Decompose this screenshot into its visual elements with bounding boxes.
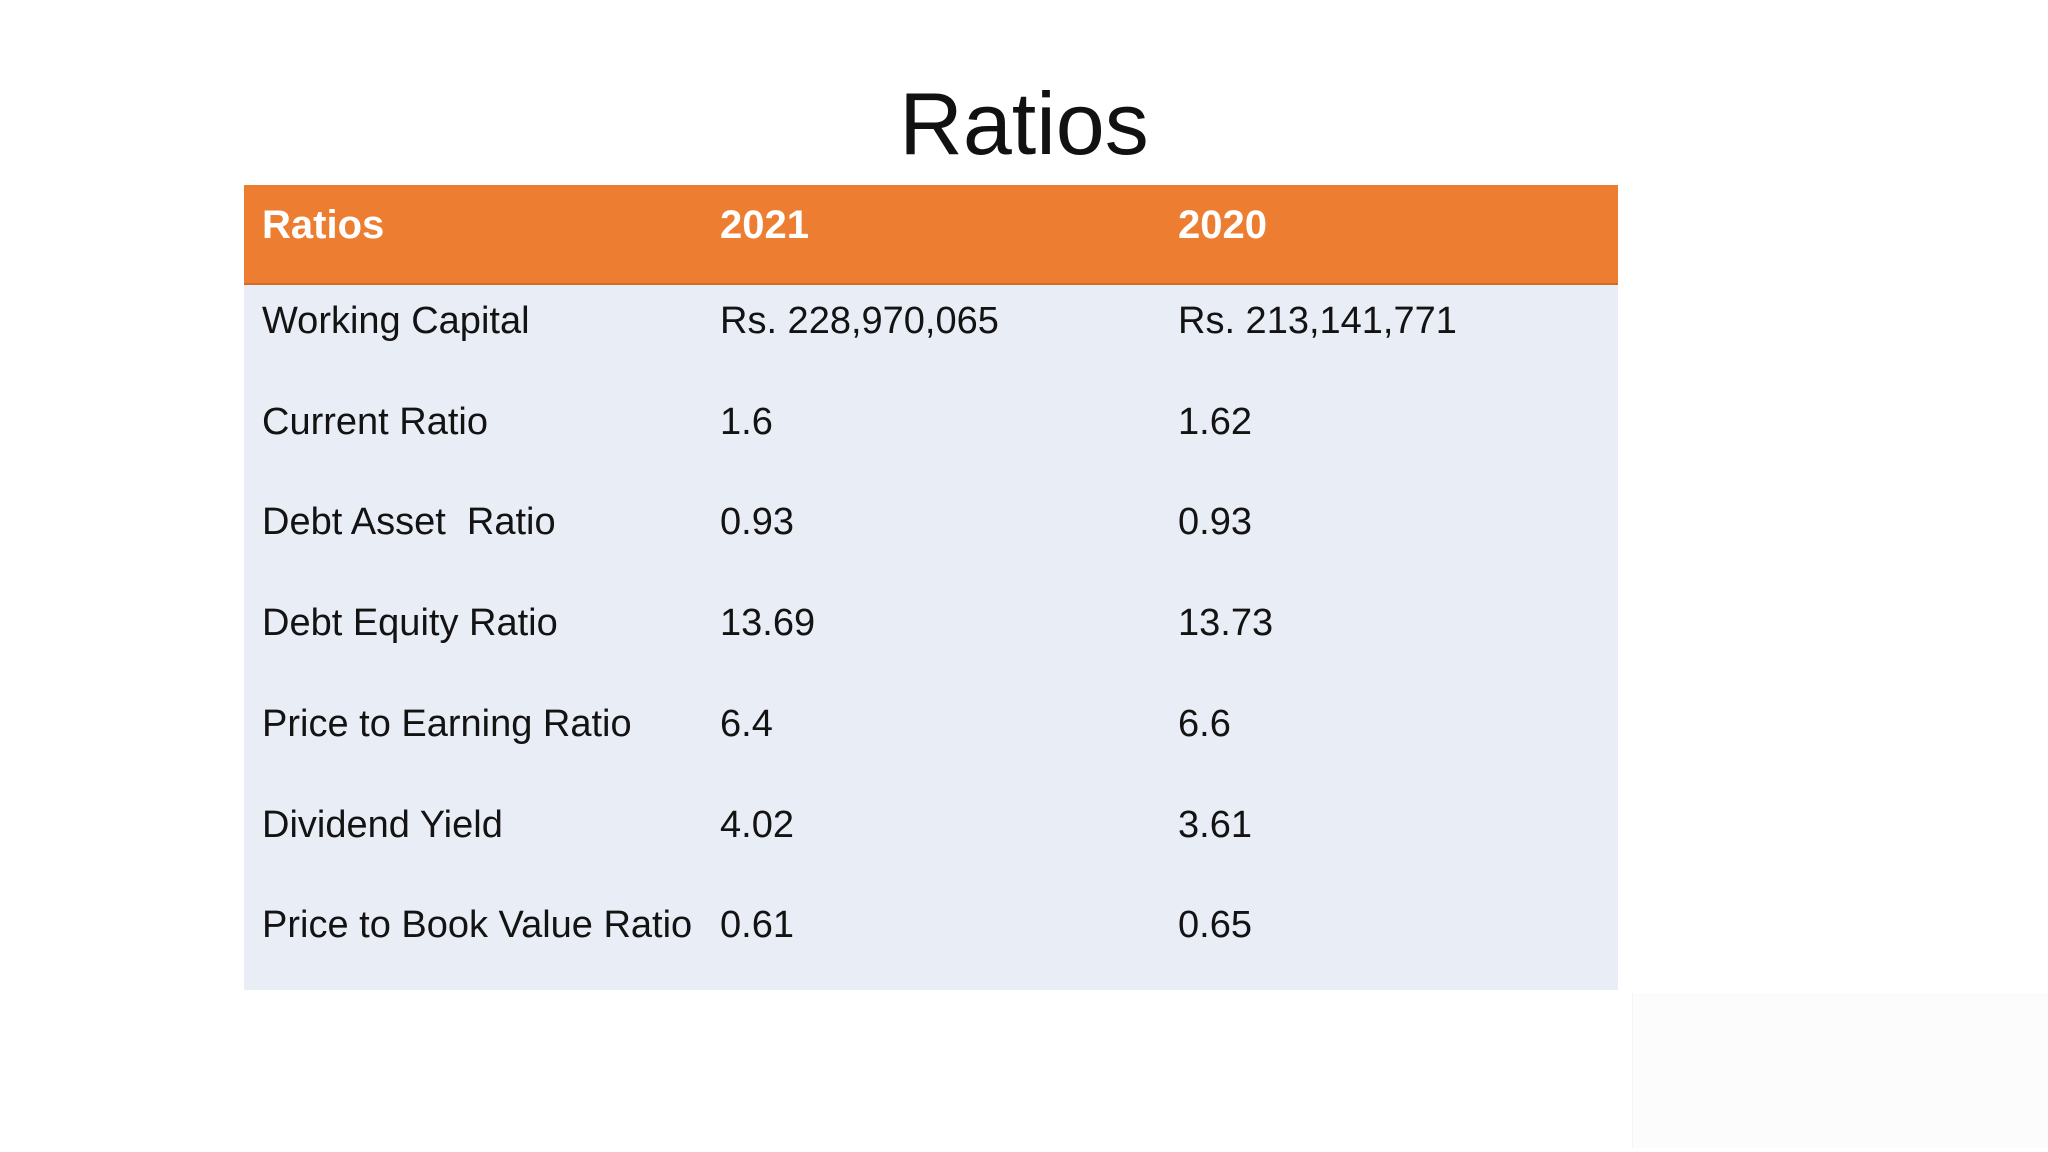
- ratio-label-cell: Price to Book Value Ratio: [262, 904, 693, 947]
- value-2020-cell: 3.61: [1178, 803, 1252, 846]
- ratio-label-cell: Debt Equity Ratio: [262, 602, 558, 645]
- ratio-label-cell: Price to Earning Ratio: [262, 702, 632, 745]
- ratios-table: Ratios 2021 2020 Working Capital Rs. 228…: [244, 185, 1618, 990]
- table-row: Debt Asset Ratio 0.93 0.93: [244, 486, 1618, 587]
- slide-edge-shading: [1632, 993, 2048, 1148]
- ratio-label-cell: Dividend Yield: [262, 803, 503, 846]
- table-row: Price to Earning Ratio 6.4 6.6: [244, 688, 1618, 789]
- value-2020-cell: 13.73: [1178, 602, 1274, 645]
- table-header-row: Ratios 2021 2020: [244, 185, 1618, 285]
- value-2020-cell: 6.6: [1178, 702, 1231, 745]
- ratio-label-cell: Debt Asset Ratio: [262, 501, 556, 544]
- table-row: Dividend Yield 4.02 3.61: [244, 789, 1618, 890]
- table-body: Working Capital Rs. 228,970,065 Rs. 213,…: [244, 285, 1618, 990]
- value-2021-cell: 6.4: [720, 702, 773, 745]
- table-row: Debt Equity Ratio 13.69 13.73: [244, 587, 1618, 688]
- value-2020-cell: 1.62: [1178, 400, 1252, 443]
- header-cell-2021: 2021: [720, 203, 809, 247]
- value-2021-cell: Rs. 228,970,065: [720, 300, 999, 342]
- value-2021-cell: 0.61: [720, 904, 794, 947]
- value-2021-cell: 4.02: [720, 803, 794, 846]
- ratio-label-cell: Working Capital: [262, 300, 530, 342]
- table-row: Price to Book Value Ratio 0.61 0.65: [244, 889, 1618, 990]
- header-cell-ratios: Ratios: [262, 203, 385, 247]
- table-row: Working Capital Rs. 228,970,065 Rs. 213,…: [244, 285, 1618, 386]
- table-row: Current Ratio 1.6 1.62: [244, 386, 1618, 487]
- value-2021-cell: 13.69: [720, 602, 816, 645]
- value-2021-cell: 0.93: [720, 501, 794, 544]
- value-2021-cell: 1.6: [720, 400, 773, 443]
- value-2020-cell: 0.65: [1178, 904, 1252, 947]
- header-cell-2020: 2020: [1178, 203, 1267, 247]
- page-title: Ratios: [899, 74, 1149, 173]
- value-2020-cell: Rs. 213,141,771: [1178, 300, 1457, 342]
- value-2020-cell: 0.93: [1178, 501, 1252, 544]
- ratio-label-cell: Current Ratio: [262, 400, 488, 443]
